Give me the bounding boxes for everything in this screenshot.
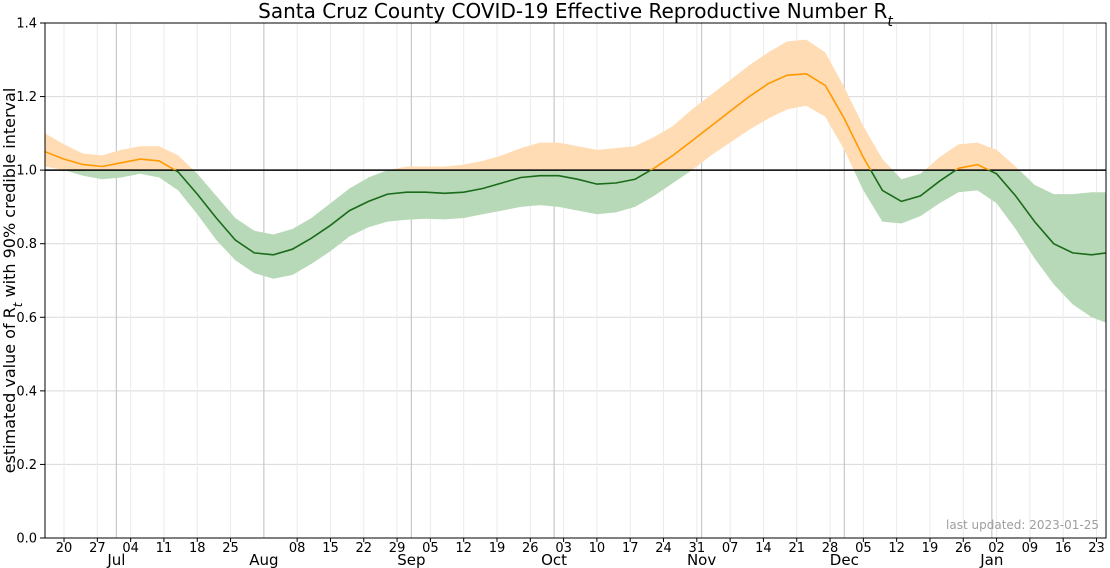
x-tick-label-day: 31 (689, 541, 706, 556)
band-above-one (45, 39, 1020, 171)
x-tick-label-day: 03 (555, 541, 572, 556)
x-tick-label-day: 29 (389, 541, 406, 556)
x-tick-label-month: Dec (830, 551, 859, 568)
x-tick-label-day: 22 (356, 541, 373, 556)
band-below-one (64, 170, 1106, 323)
x-tick-label-day: 10 (589, 541, 606, 556)
x-tick-label-day: 26 (955, 541, 972, 556)
last-updated-text: last updated: 2023-01-25 (946, 518, 1099, 532)
plot-frame (44, 22, 1107, 539)
y-axis-ticks: 0.0 0.2 0.4 0.6 0.8 1.0 1.2 1.4 (16, 17, 45, 547)
credible-interval-band (45, 39, 1106, 323)
y-tick-label: 0.6 (16, 311, 37, 326)
x-tick-label-day: 12 (888, 541, 905, 556)
grid-lines (45, 22, 1106, 539)
x-tick-label-day: 05 (855, 541, 872, 556)
x-tick-label-day: 28 (822, 541, 839, 556)
x-tick-label-month: Sep (397, 551, 425, 568)
x-tick-label-month: Oct (541, 551, 567, 568)
y-tick-label: 0.8 (16, 237, 37, 252)
y-tick-label: 0.2 (16, 458, 37, 473)
x-tick-label-day: 19 (922, 541, 939, 556)
y-tick-label: 0.0 (16, 532, 37, 547)
x-tick-label-day: 15 (322, 541, 339, 556)
x-tick-label-month: Jan (979, 551, 1003, 568)
x-tick-label-day: 05 (422, 541, 439, 556)
x-tick-label-day: 16 (1055, 541, 1072, 556)
x-tick-label-month: Aug (249, 551, 278, 568)
x-tick-label-day: 09 (1022, 541, 1039, 556)
x-tick-label-month: Jul (106, 551, 125, 568)
x-tick-label-day: 26 (522, 541, 539, 556)
y-tick-label: 0.4 (16, 384, 37, 399)
x-tick-label-day: 14 (755, 541, 772, 556)
y-tick-label: 1.4 (16, 17, 37, 32)
y-axis-label: estimated value of Rt with 90% credible … (0, 88, 25, 474)
y-tick-label: 1.0 (16, 164, 37, 179)
x-tick-label-day: 23 (1088, 541, 1105, 556)
x-tick-label-day: 21 (788, 541, 805, 556)
x-tick-label-day: 25 (222, 541, 239, 556)
x-tick-label-day: 04 (122, 541, 139, 556)
x-tick-label-day: 08 (289, 541, 306, 556)
x-tick-label-day: 20 (56, 541, 73, 556)
x-tick-label-day: 18 (189, 541, 206, 556)
x-tick-label-day: 07 (722, 541, 739, 556)
rt-line (45, 72, 1106, 256)
x-tick-label-month: Nov (687, 551, 716, 568)
x-tick-label-day: 17 (622, 541, 639, 556)
rt-line-below-one (173, 170, 1106, 256)
y-tick-label: 1.2 (16, 90, 37, 105)
x-tick-label-day: 27 (89, 541, 106, 556)
x-tick-label-day: 11 (156, 541, 173, 556)
chart-title: Santa Cruz County COVID-19 Effective Rep… (258, 0, 893, 30)
x-tick-label-day: 12 (455, 541, 472, 556)
x-axis-ticks: 20 27 04 11 18 25 08 15 22 29 05 12 19 26 03 10 17 24 31 07… (56, 538, 1105, 568)
x-tick-label-day: 02 (988, 541, 1005, 556)
x-tick-label-day: 24 (655, 541, 672, 556)
x-tick-label-day: 19 (489, 541, 506, 556)
